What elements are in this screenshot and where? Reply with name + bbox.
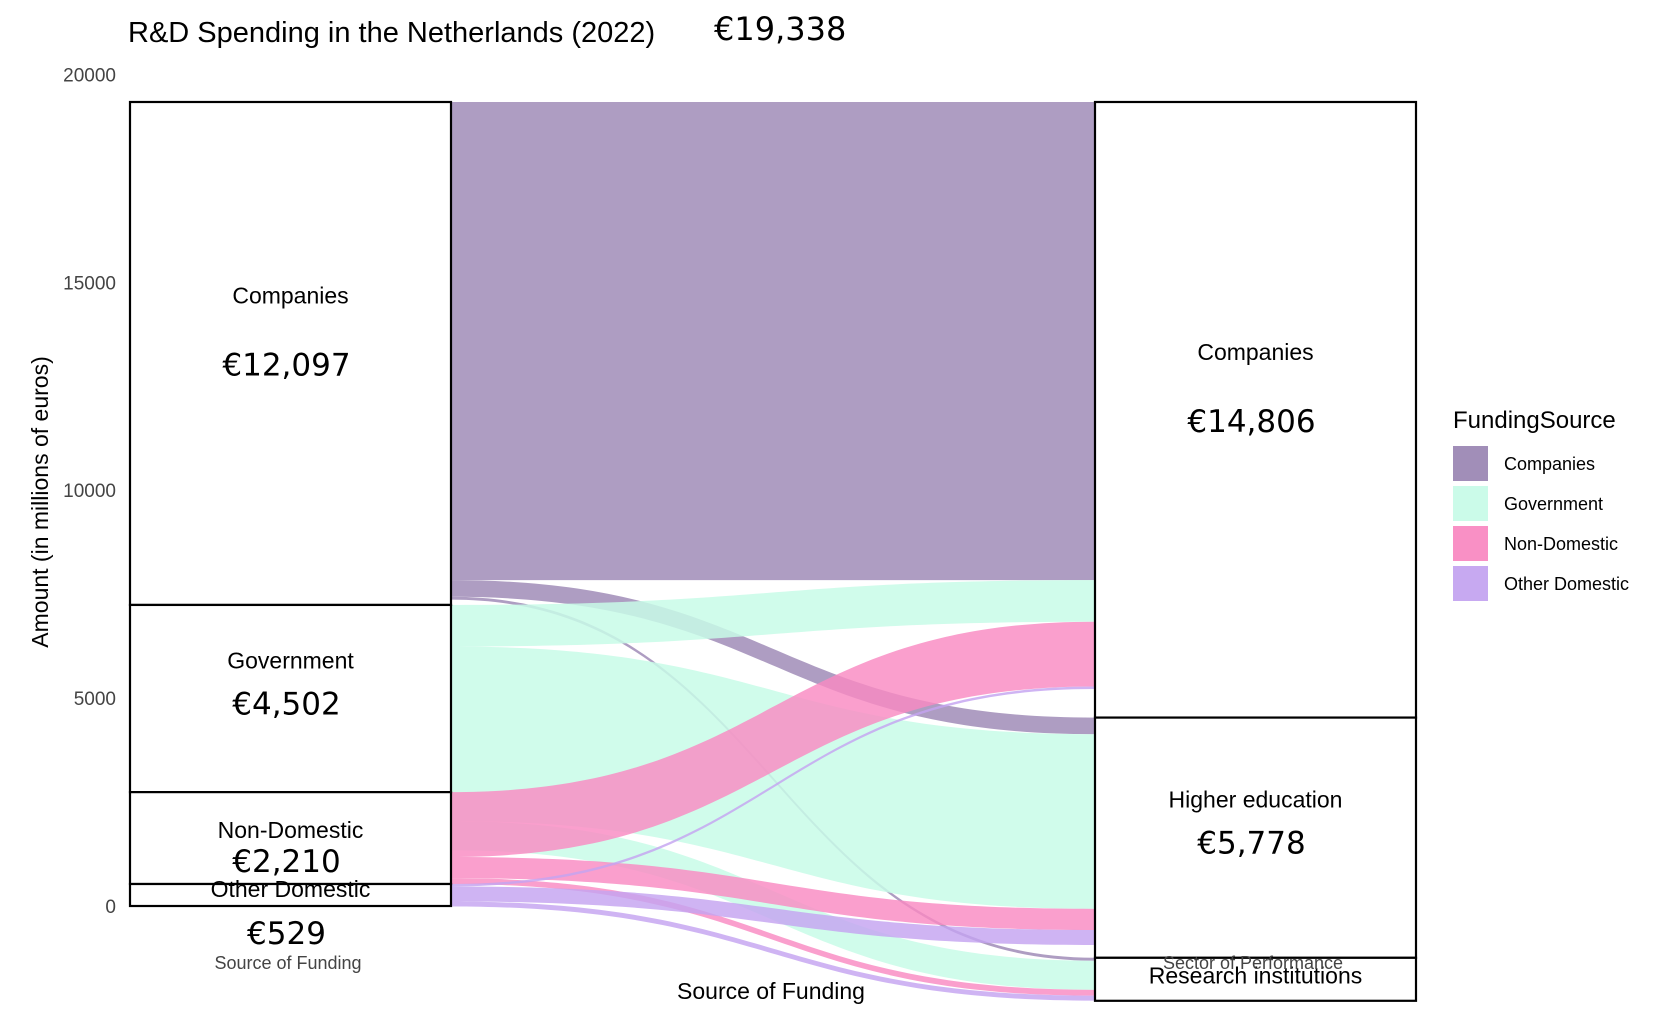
y-tick-label: 15000 — [63, 273, 116, 294]
flow-non-domestic-to-higher-education — [451, 856, 1095, 931]
y-tick-label: 0 — [105, 897, 116, 918]
nodes-layer: Companies €12,097 Government €4,502 Non-Dome… — [128, 100, 1418, 1012]
source-node-label: Non-Domestic — [218, 817, 364, 843]
target-node-label: Higher education — [1169, 787, 1343, 813]
legend-label-government: Government — [1504, 494, 1603, 514]
flow-non-domestic-to-research-institutions — [451, 878, 1095, 996]
flow-other-domestic-to-companies — [451, 686, 1095, 887]
y-axis-title: Amount (in millions of euros) — [27, 356, 53, 647]
legend: FundingSource Companies Government Non-Dom… — [1453, 407, 1629, 601]
target-node-label: Research institutions — [1149, 963, 1363, 989]
flow-companies-to-companies — [451, 102, 1095, 581]
flows-layer — [451, 102, 1095, 1001]
source-node-value: €529 — [247, 916, 326, 952]
source-node-companies — [128, 100, 453, 607]
legend-swatch-government — [1453, 486, 1488, 521]
source-node-other-domestic — [128, 882, 453, 908]
target-node-value: €1,034 — [1197, 1011, 1305, 1012]
flow-other-domestic-to-higher-education — [451, 886, 1095, 945]
source-node-value: €2,210 — [232, 844, 340, 880]
x-tick-sector-of-performance: Sector of Performance — [1163, 953, 1343, 973]
target-node-higher-education — [1093, 716, 1418, 959]
legend-title: FundingSource — [1453, 407, 1616, 434]
target-node-value: €5,778 — [1197, 826, 1305, 862]
legend-label-companies: Companies — [1504, 454, 1595, 474]
y-tick-label: 10000 — [63, 481, 116, 502]
source-node-label: Other Domestic — [211, 876, 371, 902]
source-node-label: Government — [227, 648, 354, 674]
total-amount-label: €19,338 — [714, 10, 846, 48]
legend-label-non-domestic: Non-Domestic — [1504, 534, 1618, 554]
source-node-label: Companies — [232, 282, 348, 308]
y-tick-label: 5000 — [74, 689, 116, 710]
x-tick-source-of-funding: Source of Funding — [214, 953, 361, 973]
legend-swatch-companies — [1453, 446, 1488, 481]
source-node-non-domestic — [128, 791, 453, 886]
source-node-value: €4,502 — [232, 687, 340, 723]
flow-government-to-higher-education — [451, 646, 1095, 909]
source-node-government — [128, 603, 453, 794]
flow-government-to-companies — [451, 580, 1095, 647]
target-node-companies — [1093, 100, 1418, 719]
chart-title: R&D Spending in the Netherlands (2022) — [128, 17, 655, 49]
flow-non-domestic-to-companies — [451, 621, 1095, 857]
source-node-value: €12,097 — [222, 347, 350, 383]
target-node-research-institutions — [1093, 956, 1418, 1002]
target-node-label: Companies — [1197, 339, 1313, 365]
y-tick-label: 20000 — [63, 65, 116, 86]
y-axis: 0 5000 10000 15000 20000 — [63, 65, 116, 918]
flow-other-domestic-to-research-institutions — [451, 901, 1095, 1001]
flow-companies-to-higher-education — [451, 580, 1095, 735]
legend-swatch-non-domestic — [1453, 526, 1488, 561]
x-axis-title: Source of Funding — [677, 978, 865, 1004]
legend-label-other-domestic: Other Domestic — [1504, 574, 1629, 594]
legend-swatch-other-domestic — [1453, 566, 1488, 601]
target-node-value: €14,806 — [1187, 404, 1315, 440]
